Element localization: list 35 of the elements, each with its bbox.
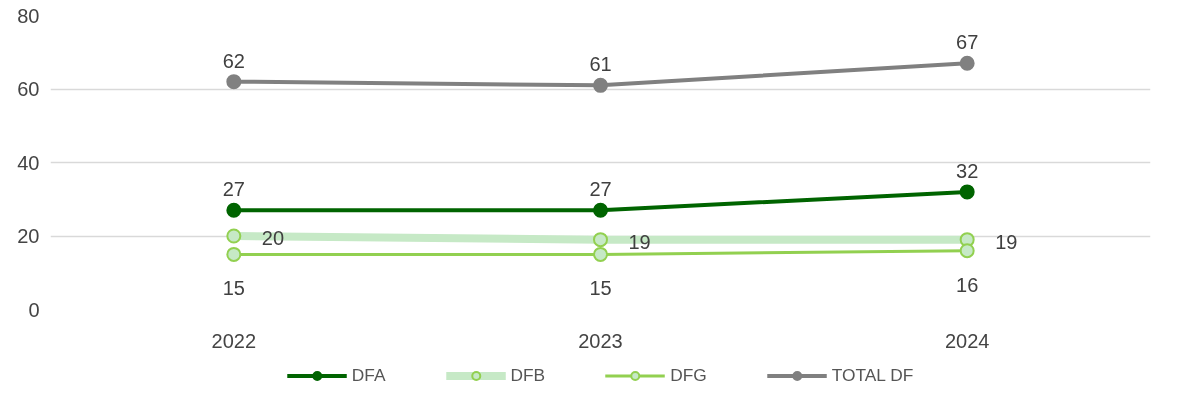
point bbox=[593, 77, 608, 93]
x-tick-label: 2023 bbox=[578, 329, 623, 352]
legend-label: TOTAL DF bbox=[831, 364, 914, 386]
y-tick-label: 80 bbox=[17, 4, 40, 27]
data-label: 15 bbox=[222, 277, 245, 300]
data-label: 27 bbox=[589, 178, 612, 201]
point bbox=[593, 202, 608, 218]
y-tick-label: 40 bbox=[17, 151, 40, 174]
x-tick-label: 2024 bbox=[944, 329, 990, 352]
legend-label: DFA bbox=[351, 364, 386, 386]
data-label: 61 bbox=[589, 53, 612, 76]
point bbox=[226, 246, 242, 262]
legend-label: DFG bbox=[670, 364, 707, 386]
point bbox=[959, 184, 975, 200]
data-label: 19 bbox=[628, 230, 651, 253]
data-label: 20 bbox=[261, 227, 285, 249]
y-tick-label: 60 bbox=[17, 78, 40, 100]
y-tick-label: 20 bbox=[17, 225, 40, 247]
point bbox=[593, 246, 608, 262]
legend-label: DFB bbox=[510, 364, 546, 386]
data-label: 27 bbox=[222, 178, 245, 201]
data-label: 32 bbox=[956, 159, 979, 182]
point bbox=[226, 228, 242, 244]
point bbox=[959, 55, 975, 71]
point bbox=[226, 202, 242, 218]
data-label: 16 bbox=[956, 273, 979, 296]
point bbox=[959, 243, 975, 259]
data-label: 67 bbox=[956, 31, 979, 54]
point bbox=[226, 74, 242, 90]
y-tick-label: 0 bbox=[28, 298, 40, 321]
data-label: 62 bbox=[222, 49, 245, 72]
point bbox=[593, 232, 608, 248]
data-label: 15 bbox=[589, 277, 612, 300]
data-label: 19 bbox=[995, 230, 1018, 253]
x-tick-label: 2022 bbox=[211, 329, 257, 352]
